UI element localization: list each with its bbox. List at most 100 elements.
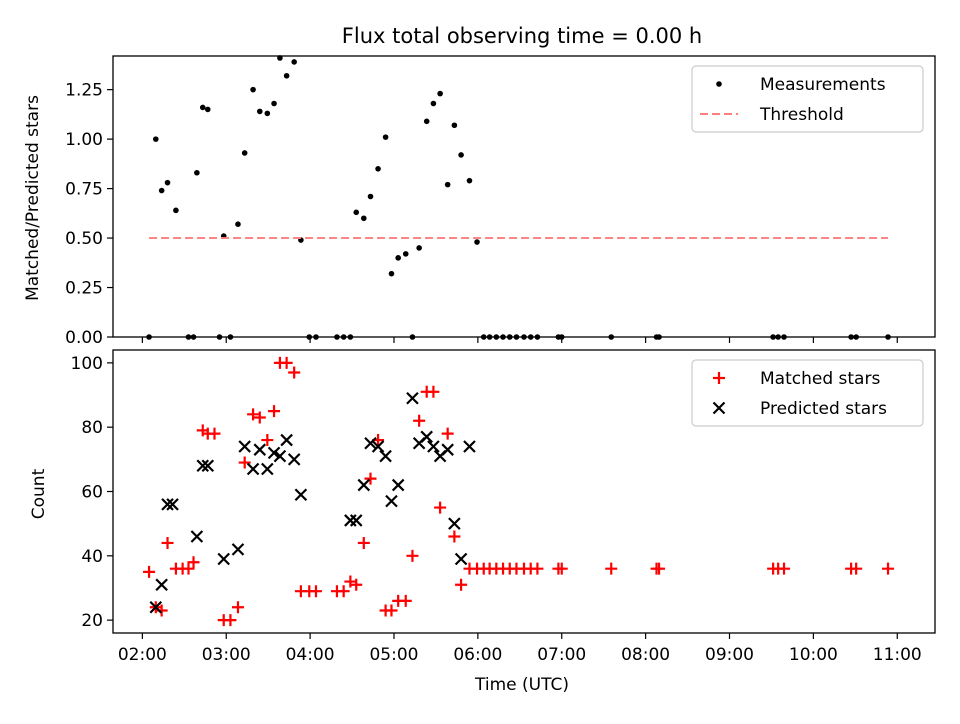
matched-star-point bbox=[406, 549, 419, 562]
matched-star-point bbox=[208, 427, 221, 440]
x-tick-label: 10:00 bbox=[789, 645, 838, 665]
bottom-y-tick-label: 40 bbox=[81, 547, 103, 567]
matched-star-point bbox=[337, 585, 350, 598]
x-tick-label: 02:00 bbox=[118, 645, 167, 665]
matched-star-point bbox=[413, 414, 426, 427]
predicted-star-point bbox=[217, 552, 230, 566]
matched-star-point bbox=[253, 411, 266, 424]
measurement-point bbox=[158, 187, 165, 194]
top-y-axis-label: Matched/Predicted stars bbox=[23, 95, 43, 301]
bottom-legend-box bbox=[691, 359, 924, 427]
predicted-star-point bbox=[155, 578, 168, 592]
top-y-tick-label: 0.75 bbox=[65, 180, 103, 200]
x-axis-label: Time (UTC) bbox=[474, 675, 569, 695]
matched-star-point bbox=[187, 556, 200, 569]
measurement-point bbox=[241, 150, 248, 156]
predicted-star-point bbox=[261, 462, 274, 476]
measurement-point bbox=[466, 177, 473, 184]
measurement-point bbox=[164, 179, 171, 186]
x-tick-label: 04:00 bbox=[286, 645, 335, 665]
x-tick-label: 07:00 bbox=[537, 645, 586, 665]
predicted-star-point bbox=[196, 459, 210, 473]
predicted-star-point bbox=[190, 530, 204, 543]
top-y-tick-label: 0.25 bbox=[65, 279, 103, 299]
predicted-star-point bbox=[441, 443, 454, 456]
measurement-point bbox=[256, 108, 263, 115]
predicted-star-point bbox=[149, 600, 163, 614]
top-y-tick-label: 1.25 bbox=[65, 81, 103, 101]
legend-label: Measurements bbox=[760, 75, 886, 95]
predicted-star-point bbox=[231, 543, 245, 556]
matched-star-point bbox=[385, 604, 398, 617]
matched-star-point bbox=[261, 434, 274, 447]
predicted-star-point bbox=[161, 498, 174, 511]
top-y-tick-label: 0.50 bbox=[65, 229, 103, 249]
matched-star-point bbox=[357, 536, 370, 549]
predicted-star-point bbox=[166, 498, 179, 511]
x-tick-label: 03:00 bbox=[202, 645, 251, 665]
matched-star-point bbox=[448, 530, 461, 543]
measurement-point bbox=[437, 90, 443, 97]
matched-star-point bbox=[441, 427, 454, 440]
x-tick-label: 09:00 bbox=[705, 645, 754, 665]
predicted-star-point bbox=[364, 436, 377, 450]
legend-plus-marker bbox=[713, 372, 725, 384]
predicted-star-point bbox=[349, 514, 363, 527]
measurement-point bbox=[194, 169, 200, 176]
measurement-point bbox=[152, 136, 159, 142]
bottom-plot-frame bbox=[112, 349, 936, 634]
matched-star-point bbox=[161, 536, 174, 549]
measurement-point bbox=[423, 118, 430, 125]
predicted-star-point bbox=[391, 478, 405, 492]
measurement-point bbox=[382, 134, 389, 140]
bottom-data bbox=[143, 356, 895, 627]
x-tick-label: 06:00 bbox=[453, 645, 502, 665]
matched-star-point bbox=[268, 405, 281, 418]
measurement-point bbox=[353, 209, 360, 216]
legend-x-marker bbox=[712, 401, 726, 415]
measurement-point bbox=[264, 110, 271, 117]
matched-star-point bbox=[427, 385, 440, 398]
predicted-star-point bbox=[344, 514, 357, 527]
matched-star-point bbox=[434, 501, 447, 514]
matched-star-point bbox=[231, 601, 244, 614]
top-y-tick-label: 1.00 bbox=[65, 130, 103, 150]
predicted-star-point bbox=[385, 494, 398, 508]
predicted-star-point bbox=[294, 488, 308, 501]
chart-title: Flux total observing time = 0.00 h bbox=[342, 24, 702, 48]
legend-label: Predicted stars bbox=[760, 399, 887, 419]
top-plot-frame bbox=[112, 55, 936, 338]
top-legend: Measurements Threshold bbox=[691, 65, 924, 133]
matched-star-point bbox=[280, 356, 293, 369]
predicted-star-point bbox=[280, 433, 293, 447]
predicted-star-point bbox=[406, 391, 419, 405]
predicted-star-point bbox=[267, 446, 281, 460]
predicted-star-point bbox=[448, 517, 461, 530]
matched-star-point bbox=[247, 408, 260, 421]
matched-star-point bbox=[143, 565, 156, 578]
predicted-star-point bbox=[238, 440, 251, 453]
bottom-y-tick-label: 100 bbox=[71, 354, 103, 374]
matched-star-point bbox=[605, 562, 618, 575]
matched-star-point bbox=[182, 562, 195, 575]
x-tick-label: 08:00 bbox=[621, 645, 670, 665]
bottom-y-tick-label: 60 bbox=[81, 483, 103, 503]
matched-star-point bbox=[309, 585, 322, 598]
bottom-y-axis-label: Count bbox=[29, 468, 49, 519]
predicted-star-point bbox=[246, 462, 260, 476]
matched-star-point bbox=[653, 562, 666, 575]
predicted-star-point bbox=[454, 552, 468, 566]
predicted-star-point bbox=[253, 443, 267, 456]
matched-star-point bbox=[224, 614, 237, 627]
bottom-legend: Matched stars Predicted stars bbox=[691, 359, 924, 427]
predicted-star-point bbox=[371, 440, 385, 453]
predicted-star-point bbox=[420, 430, 433, 444]
measurement-point bbox=[199, 104, 206, 111]
matched-star-point bbox=[882, 562, 895, 575]
matched-star-point bbox=[531, 562, 544, 575]
top-plot: 0.00 0.25 0.50 0.75 1.00 1.25 Measurements Thre… bbox=[65, 55, 936, 348]
measurement-point bbox=[173, 207, 179, 214]
measurement-point bbox=[235, 221, 241, 228]
matched-star-point bbox=[555, 562, 568, 575]
